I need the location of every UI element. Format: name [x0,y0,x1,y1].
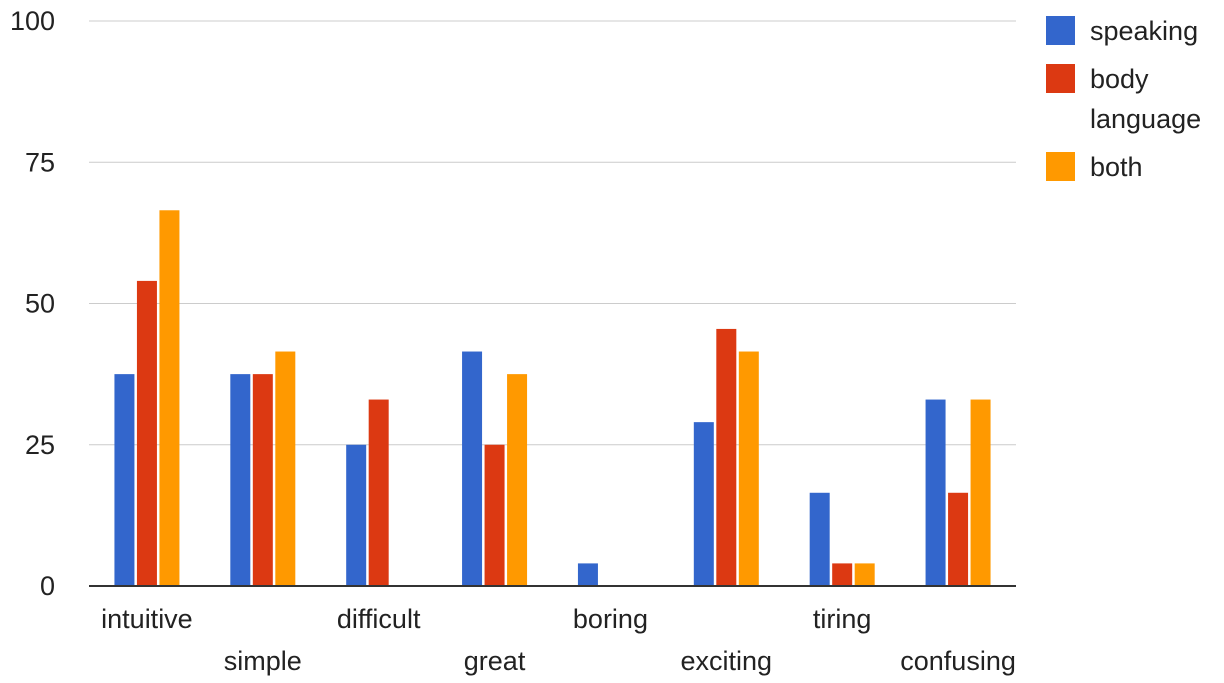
legend-label: body [1090,64,1149,94]
bar-confusing-both [970,399,991,586]
legend-label: speaking [1090,16,1198,46]
x-tick-label: simple [224,646,302,676]
bar-intuitive-both [159,210,180,586]
legend: speaking body language both [1046,16,1201,182]
legend-item: both [1046,152,1143,182]
bar-intuitive-speaking [114,374,135,586]
legend-swatch [1046,152,1075,181]
x-tick-label: difficult [337,604,421,634]
x-tick-label: great [464,646,526,676]
bar-boring-speaking [577,563,598,586]
x-tick-label: exciting [681,646,773,676]
y-tick-label: 50 [25,289,55,319]
legend-swatch [1046,16,1075,45]
x-tick-label: confusing [900,646,1016,676]
x-tick-label: tiring [813,604,872,634]
bar-simple-body-language [252,374,273,586]
bar-intuitive-body-language [136,280,157,586]
x-tick-label: intuitive [101,604,193,634]
gridlines [89,20,1016,446]
bar-great-both [507,374,528,586]
bar-simple-both [275,351,296,586]
bar-great-body-language [484,444,505,586]
bar-tiring-both [854,563,875,586]
x-axis-ticks: intuitive simple difficult great boring excit… [101,604,1016,676]
bar-tiring-speaking [809,492,830,586]
y-tick-label: 75 [25,147,55,177]
legend-label: both [1090,152,1143,182]
legend-swatch [1046,64,1075,93]
legend-item: speaking [1046,16,1198,46]
x-tick-label: boring [573,604,648,634]
bar-great-speaking [462,351,483,586]
bars [114,210,991,586]
bar-exciting-body-language [716,328,737,586]
bar-difficult-speaking [346,444,367,586]
y-tick-label: 0 [40,571,55,601]
legend-label: language [1090,104,1201,134]
bar-confusing-speaking [925,399,946,586]
y-tick-label: 25 [25,430,55,460]
y-axis-ticks: 0 25 50 75 100 [10,6,55,601]
bar-tiring-body-language [832,563,853,586]
bar-confusing-body-language [948,492,969,586]
bar-simple-speaking [230,374,251,586]
bar-exciting-speaking [693,422,714,586]
y-tick-label: 100 [10,6,55,36]
bar-difficult-body-language [368,399,389,586]
bar-exciting-both [738,351,759,586]
legend-item: body language [1046,64,1201,134]
